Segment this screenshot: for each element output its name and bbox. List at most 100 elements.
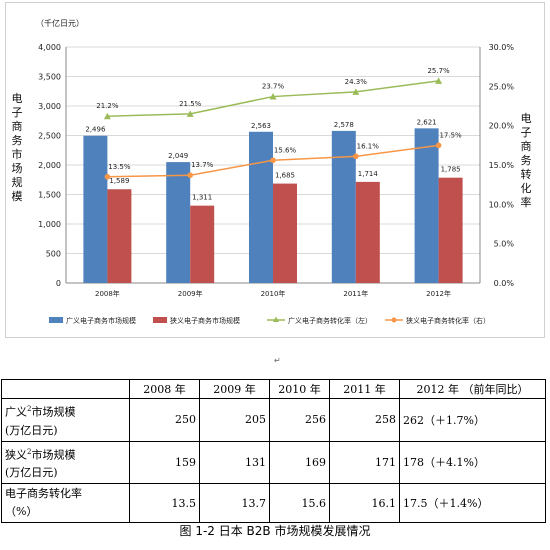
bar-data-label: 2,563	[251, 122, 271, 130]
line-point	[186, 110, 194, 117]
axis-title-char: 商	[520, 140, 532, 153]
axis-title-char: 率	[520, 196, 532, 209]
bar	[83, 135, 108, 283]
bar-data-label: 1,589	[109, 177, 129, 185]
line-point	[353, 153, 359, 160]
figure-caption: 图 1-2 日本 B2B 市场规模发展情况	[179, 524, 371, 538]
line-point	[103, 112, 111, 120]
y-tick-label: 1,500	[38, 191, 61, 200]
bar-data-label: 1,785	[441, 166, 461, 174]
line-point	[187, 172, 193, 179]
axis-title-char: 子	[520, 126, 532, 139]
bar	[273, 183, 297, 283]
y-tick-label: 0	[56, 279, 61, 288]
bar-data-label: 1,714	[358, 170, 379, 178]
y-tick-label: 3,500	[38, 73, 61, 82]
row-label-unit: (万亿日元)	[5, 466, 58, 480]
line-data-label: 21.5%	[179, 100, 202, 108]
bar	[355, 181, 380, 283]
x-tick-label: 2009年	[178, 289, 203, 298]
axis-title-char: 转	[520, 168, 532, 181]
y-tick-label: 500	[46, 250, 61, 259]
bar	[190, 205, 215, 283]
axis-title-char: 市	[11, 148, 23, 161]
x-tick-label: 2011年	[343, 289, 368, 298]
x-tick-label: 2010年	[261, 289, 286, 298]
axis-title-char: 化	[520, 182, 532, 195]
bar	[249, 131, 273, 283]
row-label: 电子商务转化率 （%）	[1, 483, 130, 524]
legend-swatch	[153, 317, 167, 323]
line-point	[352, 88, 360, 95]
bar-data-label: 2,496	[85, 126, 106, 134]
bar-data-label: 2,049	[168, 152, 188, 160]
legend-marker	[273, 316, 279, 322]
bar-data-label: 2,578	[334, 121, 354, 129]
table-header-row: 2008 年 2009 年 2010 年 2011 年 2012 年 （前年同比…	[1, 379, 546, 399]
row-label: 广义2市场规模 (万亿日元)	[1, 398, 130, 442]
y2-tick-label: 5.0%	[494, 240, 515, 249]
row-label-text: 广义	[5, 405, 27, 419]
table-cell: 262（＋1.7%）	[399, 398, 546, 442]
row-label-text: 狭义	[5, 448, 27, 462]
table-cell: 16.1	[329, 483, 400, 524]
line-data-label: 17.5%	[439, 131, 462, 139]
legend-marker	[391, 317, 397, 323]
y2-tick-label: 30.0%	[489, 43, 515, 52]
y-unit-label: （千亿日元）	[36, 18, 84, 28]
row-label-unit: （%）	[5, 505, 38, 519]
table-cell: 13.7	[199, 483, 270, 524]
legend-label: 广义电子商务转化率（左）	[288, 316, 372, 325]
table-header-cell: 2009 年	[199, 379, 270, 399]
data-table: 2008 年 2009 年 2010 年 2011 年 2012 年 （前年同比…	[1, 379, 546, 524]
table-cell: 256	[269, 398, 330, 442]
bar-data-label: 2,621	[417, 118, 437, 126]
line-point	[104, 174, 111, 180]
table-row: 狭义2市场规模 (万亿日元) 159 131 169 171 178（＋4.1%…	[1, 440, 546, 485]
table-cell: 131	[199, 440, 270, 485]
table-header-cell: 2008 年	[129, 379, 200, 399]
legend-label: 狭义电子商务市场规模	[170, 316, 240, 325]
row-label-sup: 2	[27, 447, 32, 456]
row-label-unit: (万亿日元)	[5, 423, 58, 437]
chart-area: 0 500 1,000 1,500 2,000 2,500 3,000 3,500 4,000 0…	[5, 2, 545, 338]
left-axis-title: 电子商务市场规模	[10, 92, 24, 204]
row-label-sup: 2	[27, 405, 32, 413]
y-tick-label: 2,000	[38, 161, 61, 170]
table-row: 电子商务转化率 （%） 13.5 13.7 15.6 16.1 17.5（＋1.…	[1, 483, 546, 524]
line-data-label: 23.7%	[262, 83, 285, 91]
line-data-label: 21.2%	[96, 102, 119, 110]
bar	[438, 177, 463, 283]
bar-data-label: 1,685	[275, 172, 295, 180]
row-label-text: 市场规模	[31, 405, 76, 419]
table-cell: 171	[329, 440, 400, 485]
axis-title-char: 子	[11, 106, 23, 119]
axis-title-char: 场	[11, 162, 23, 175]
y-tick-label: 1,000	[38, 220, 61, 229]
table-cell: 205	[199, 398, 270, 442]
y-tick-label: 4,000	[38, 43, 61, 52]
axis-title-char: 电	[11, 92, 23, 105]
table-cell: 13.5	[129, 483, 200, 524]
axis-title-char: 规	[11, 176, 23, 189]
table-cell: 258	[329, 398, 400, 442]
line-point	[269, 93, 277, 100]
table-cell: 178（＋4.1%）	[399, 440, 546, 485]
axis-title-char: 商	[11, 120, 23, 133]
line-data-label: 24.3%	[345, 78, 368, 86]
axis-title-char: 模	[11, 190, 23, 203]
table-cell: 17.5（＋1.4%）	[399, 483, 546, 524]
legend-label: 狭义电子商务转化率（右）	[406, 316, 490, 325]
table-row: 广义2市场规模 (万亿日元) 250 205 256 258 262（＋1.7%…	[1, 398, 546, 442]
y2-tick-label: 20.0%	[489, 122, 515, 131]
table-header-cell: 2012 年 （前年同比）	[399, 379, 546, 399]
bar	[107, 189, 132, 283]
legend-swatch	[49, 317, 63, 323]
bar-data-label: 1,311	[192, 194, 212, 202]
y-tick-label: 2,500	[38, 132, 61, 141]
bar	[331, 130, 356, 283]
line-data-label: 15.6%	[274, 146, 297, 154]
line-point	[270, 157, 276, 164]
line-data-label: 16.1%	[357, 142, 380, 150]
table-cell: 169	[269, 440, 330, 485]
